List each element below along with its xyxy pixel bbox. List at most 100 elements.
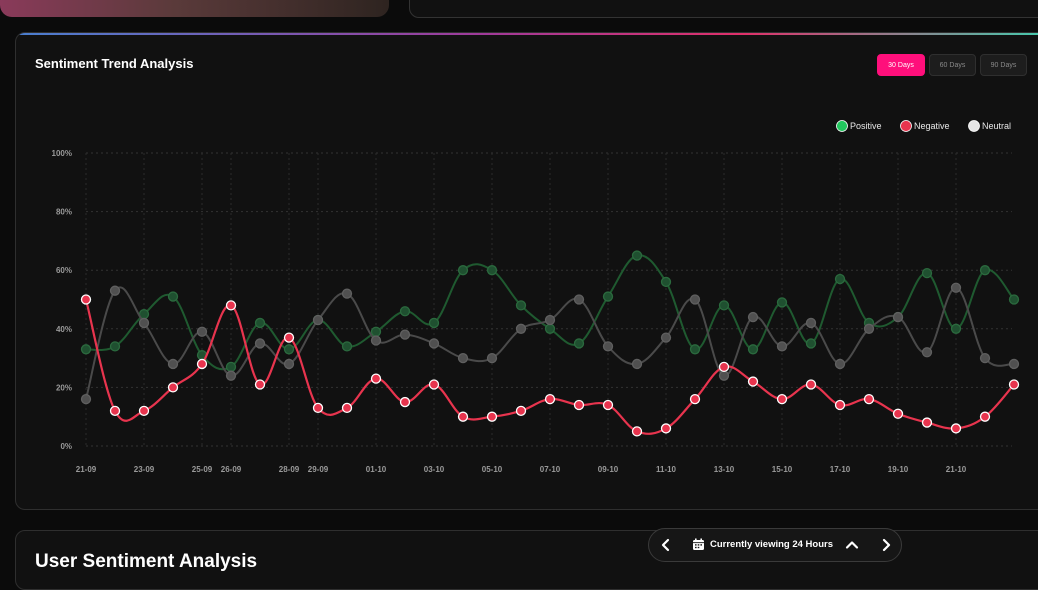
x-tick-label: 21-09 <box>76 465 97 474</box>
data-point-negative <box>950 423 962 434</box>
legend-marker-positive <box>836 120 848 132</box>
data-point-negative <box>80 294 92 305</box>
section-title: User Sentiment Analysis <box>35 551 258 572</box>
data-point-neutral <box>660 332 672 343</box>
legend-label-neutral: Neutral <box>982 121 1011 131</box>
data-point-positive <box>515 300 527 311</box>
data-point-neutral <box>109 285 121 296</box>
data-point-negative <box>138 405 150 416</box>
data-point-neutral <box>457 352 469 364</box>
data-point-neutral <box>834 358 846 370</box>
x-tick-label: 05-10 <box>482 465 503 474</box>
data-point-neutral <box>254 338 266 349</box>
data-point-positive <box>254 317 266 329</box>
x-tick-label: 13-10 <box>714 465 735 474</box>
data-point-positive <box>718 300 730 311</box>
data-point-positive <box>689 344 701 355</box>
data-point-positive <box>399 306 411 317</box>
data-point-negative <box>921 417 933 428</box>
data-point-neutral <box>167 358 179 370</box>
data-point-negative <box>167 382 179 393</box>
x-tick-label: 11-10 <box>656 465 677 474</box>
data-point-negative <box>631 426 643 437</box>
data-point-positive <box>747 344 759 355</box>
data-point-negative <box>747 376 759 387</box>
data-point-negative <box>1008 379 1020 390</box>
x-tick-label: 25-09 <box>192 465 213 474</box>
sentiment-trend-card: Sentiment Trend Analysis 30 Days 60 Days… <box>15 32 1038 510</box>
data-point-neutral <box>776 341 788 352</box>
data-point-neutral <box>689 294 701 305</box>
data-point-positive <box>486 265 498 276</box>
range-button-90-days[interactable]: 90 Days <box>980 54 1027 76</box>
legend-marker-negative <box>900 120 912 132</box>
data-point-negative <box>689 393 701 405</box>
data-point-negative <box>515 405 527 416</box>
data-point-negative <box>573 399 585 411</box>
data-point-positive <box>341 341 353 352</box>
data-point-negative <box>660 423 672 434</box>
data-point-positive <box>834 273 846 285</box>
data-point-negative <box>225 300 237 311</box>
data-point-negative <box>892 408 904 419</box>
data-point-neutral <box>370 335 382 346</box>
card-title: Sentiment Trend Analysis <box>35 56 194 71</box>
data-point-negative <box>341 402 353 414</box>
data-point-neutral <box>399 329 411 340</box>
data-point-negative <box>544 393 556 405</box>
data-point-positive <box>921 267 933 279</box>
series-line-positive <box>85 254 1015 371</box>
range-button-30-days[interactable]: 30 Days <box>877 54 925 76</box>
chevron-up-icon[interactable] <box>844 537 860 553</box>
data-point-positive <box>950 323 962 334</box>
data-point-neutral <box>892 311 904 323</box>
x-tick-label: 23-09 <box>134 465 155 474</box>
data-point-negative <box>254 379 266 390</box>
range-button-60-days[interactable]: 60 Days <box>929 54 976 76</box>
data-point-negative <box>602 399 614 411</box>
data-point-negative <box>834 399 846 411</box>
data-point-neutral <box>544 314 556 326</box>
chevron-left-icon[interactable] <box>655 534 677 556</box>
y-tick-label: 60% <box>56 266 72 275</box>
data-point-neutral <box>573 294 585 305</box>
time-view-control: Currently viewing 24 Hours <box>648 528 902 562</box>
legend-label-positive: Positive <box>850 121 882 131</box>
data-point-negative <box>457 411 469 422</box>
data-point-positive <box>109 341 121 352</box>
data-point-positive <box>428 317 440 329</box>
data-point-positive <box>776 297 788 308</box>
data-point-negative <box>196 358 208 370</box>
data-point-neutral <box>196 326 208 337</box>
data-point-negative <box>283 332 295 343</box>
data-point-positive <box>457 265 469 276</box>
data-point-positive <box>631 250 643 261</box>
data-point-positive <box>805 338 817 349</box>
y-tick-label: 40% <box>56 325 72 334</box>
view-label: Currently viewing 24 Hours <box>710 539 834 550</box>
x-tick-label: 01-10 <box>366 465 387 474</box>
x-tick-label: 19-10 <box>888 465 909 474</box>
data-point-neutral <box>979 352 991 364</box>
y-tick-label: 20% <box>56 383 72 392</box>
series-neutral <box>80 282 1020 405</box>
data-point-positive <box>660 276 672 288</box>
data-point-neutral <box>138 317 150 329</box>
x-tick-label: 17-10 <box>830 465 851 474</box>
y-tick-label: 80% <box>56 208 72 217</box>
data-point-positive <box>167 291 179 302</box>
data-point-neutral <box>921 347 933 358</box>
data-point-positive <box>370 326 382 337</box>
data-point-neutral <box>283 358 295 370</box>
x-tick-label: 09-10 <box>598 465 619 474</box>
legend-marker-neutral <box>968 120 980 132</box>
data-point-positive <box>225 361 237 373</box>
legend-label-negative: Negative <box>914 121 950 131</box>
data-point-negative <box>312 402 324 414</box>
data-point-negative <box>486 411 498 422</box>
x-tick-label: 07-10 <box>540 465 561 474</box>
data-point-neutral <box>950 282 962 293</box>
data-point-negative <box>805 379 817 390</box>
chevron-right-icon[interactable] <box>875 534 897 556</box>
data-point-neutral <box>486 352 498 364</box>
